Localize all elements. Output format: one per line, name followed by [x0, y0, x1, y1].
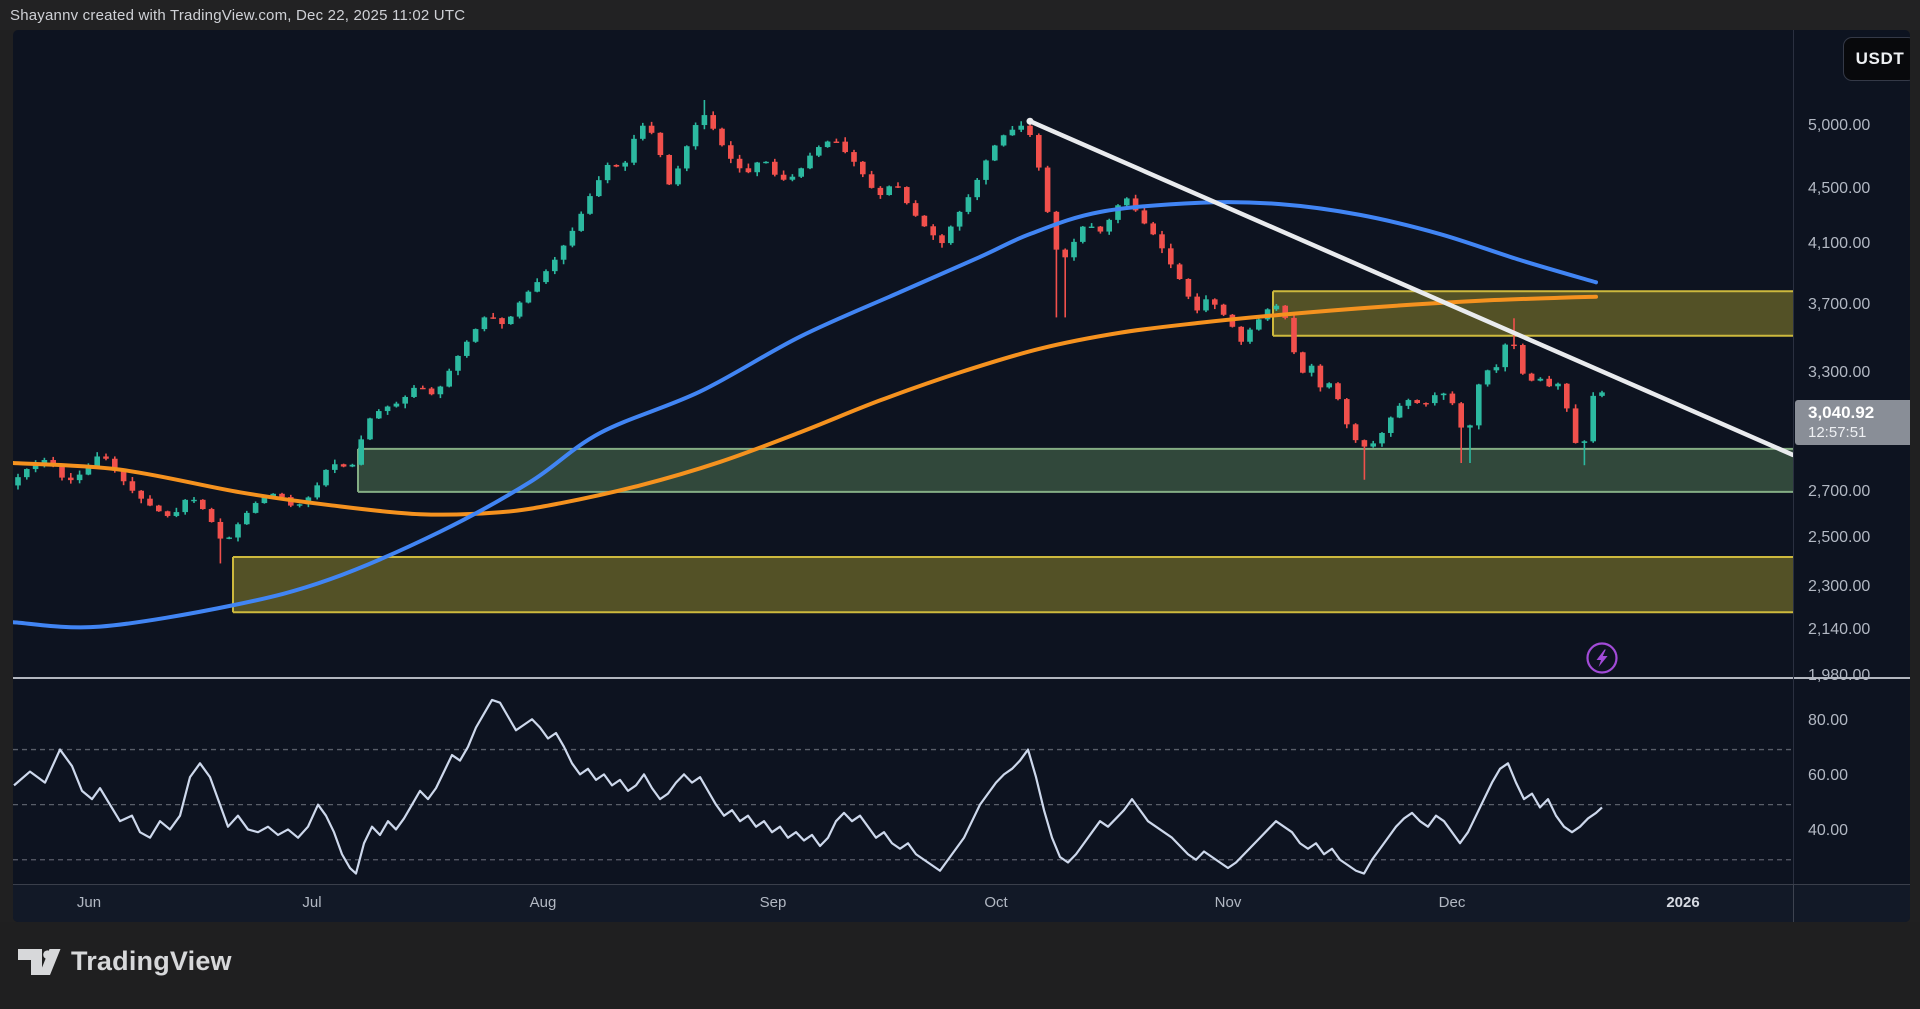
price-axis[interactable]: 5,000.00 4,500.00 4,100.00 3,700.00 3,300.00… — [1794, 30, 1910, 884]
price-tick-label: 3,700.00 — [1808, 295, 1871, 313]
attribution-bar: Shayannv created with TradingView.com, D… — [0, 0, 1920, 30]
flash-circle-icon — [1586, 642, 1618, 674]
price-tick-label: 4,500.00 — [1808, 179, 1871, 197]
rsi-tick-label: 80.00 — [1808, 712, 1849, 729]
price-tick-label: 2,700.00 — [1808, 483, 1871, 500]
month-tick-label: Oct — [984, 894, 1008, 911]
price-tick-label: 2,500.00 — [1808, 528, 1871, 546]
month-tick-label: Dec — [1438, 894, 1466, 911]
price-tick-label: 2,300.00 — [1808, 578, 1871, 596]
time-axis[interactable]: Jun Jul Aug Sep Oct Nov Dec 2026 — [13, 884, 1910, 922]
price-tick-label: 3,300.00 — [1808, 363, 1871, 381]
price-tick-label: 1,980.00 — [1808, 667, 1871, 685]
rsi-tick-label: 60.00 — [1808, 767, 1849, 785]
support-zone-green[interactable] — [357, 447, 1793, 493]
symbol-currency-badge: USDT — [1843, 37, 1910, 81]
price-tick-label: 5,000.00 — [1808, 117, 1871, 134]
month-tick-label: Sep — [759, 894, 787, 911]
price-axis-divider — [1793, 30, 1794, 884]
tradingview-logo[interactable]: TradingView — [17, 946, 232, 977]
support-zone-lower[interactable] — [232, 555, 1793, 614]
rsi-tick-label: 40.00 — [1808, 822, 1849, 840]
month-tick-label: Jun — [76, 894, 102, 911]
month-tick-label: Nov — [1214, 894, 1242, 911]
lightning-icon — [1596, 649, 1608, 667]
rsi-line[interactable] — [13, 698, 1603, 875]
chart-card: 5,000.00 4,500.00 4,100.00 3,700.00 3,300.00… — [13, 30, 1910, 922]
month-tick-label: Aug — [529, 894, 557, 911]
year-tick-label: 2026 — [1666, 894, 1700, 911]
last-price-value: 3,040.92 — [1808, 403, 1875, 423]
bar-countdown: 12:57:51 — [1808, 424, 1867, 442]
ma-orange-line[interactable] — [13, 294, 1598, 517]
trendline-anchor-point[interactable] — [1026, 117, 1034, 125]
candlestick-pane[interactable] — [13, 30, 1793, 677]
month-tick-label: Jul — [302, 894, 322, 911]
tradingview-logo-text: TradingView — [71, 946, 232, 976]
rsi-pane[interactable] — [13, 679, 1793, 884]
ma-blue-line[interactable] — [13, 200, 1598, 630]
flash-button[interactable] — [1584, 640, 1620, 676]
time-axis-corner-divider — [1793, 885, 1794, 922]
descending-trendline[interactable] — [1027, 118, 1793, 458]
attribution-text: Shayannv created with TradingView.com, D… — [10, 7, 466, 24]
candles — [15, 99, 1605, 564]
last-price-label: 3,040.92 12:57:51 — [1795, 400, 1910, 446]
footer-bar: TradingView — [0, 922, 1920, 1009]
tradingview-logo-icon — [18, 948, 61, 975]
pane-separator-handle[interactable] — [13, 677, 1910, 679]
price-tick-label: 4,100.00 — [1808, 234, 1871, 252]
price-tick-label: 2,140.00 — [1808, 621, 1871, 639]
